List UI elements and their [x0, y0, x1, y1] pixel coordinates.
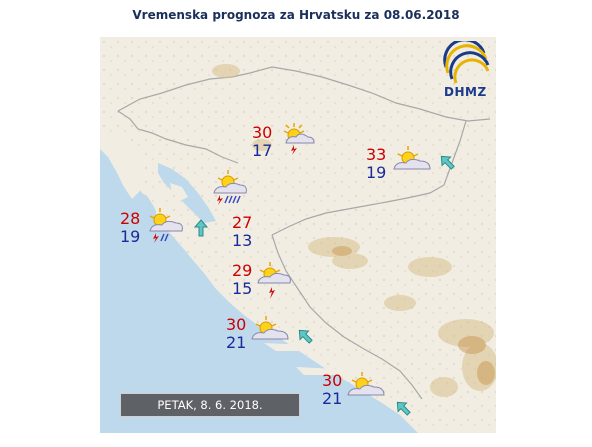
istria: [100, 133, 144, 199]
temp-max-dubrovnik: 30: [322, 371, 343, 390]
dhmz-logo: [443, 41, 490, 84]
adriatic-sea: [100, 133, 418, 433]
kvarner-bay: [158, 163, 216, 223]
temp-min-knin: 15: [232, 279, 253, 298]
temp-max-zagreb: 30: [252, 123, 273, 142]
temp-max-rijeka: 28: [120, 209, 141, 228]
border-line-north: [117, 66, 491, 122]
sun-cloud-thunder-icon: [283, 123, 315, 155]
wind-arrow-icon: [440, 155, 455, 170]
border-line-bih: [271, 234, 423, 400]
island-korcula: [296, 367, 340, 375]
sun-cloud-thunder-icon: [257, 262, 291, 299]
island-pag: [192, 227, 210, 251]
map-background: [100, 37, 496, 433]
sun-cloud-icon: [251, 316, 289, 340]
date-label: PETAK, 8. 6. 2018.: [120, 393, 300, 417]
island-hvar: [264, 343, 314, 351]
forecast-map: DHMZ 30 17 33 19 28 19 27 13: [100, 37, 496, 433]
wind-arrow-icon: [193, 219, 209, 237]
temp-min-split: 21: [226, 333, 247, 352]
temp-max-gospic: 27: [232, 213, 253, 232]
sun-cloud-icon: [347, 372, 385, 396]
temp-max-split: 30: [226, 315, 247, 334]
island-krk: [170, 183, 188, 201]
temp-min-gospic: 13: [232, 231, 253, 250]
logo-text: DHMZ: [444, 85, 487, 99]
temp-min-rijeka: 19: [120, 227, 141, 246]
wind-arrow-icon: [396, 401, 411, 416]
relief-shading-dark: [332, 246, 495, 385]
sun-cloud-icon: [393, 146, 431, 170]
sun-cloud-thunder-rain-icon: [149, 208, 183, 243]
peljesac: [330, 357, 376, 371]
border-line-west: [117, 110, 239, 164]
page-title: Vremenska prognoza za Hrvatsku za 08.06.…: [132, 8, 460, 22]
wind-arrow-icon: [298, 329, 313, 344]
temp-max-knin: 29: [232, 261, 253, 280]
temp-min-zagreb: 17: [252, 141, 273, 160]
temp-min-osijek: 19: [366, 163, 387, 182]
sun-cloud-thunder-rain-icon: [213, 170, 247, 205]
border-line-east: [271, 120, 467, 236]
temp-max-osijek: 33: [366, 145, 387, 164]
temp-min-dubrovnik: 21: [322, 389, 343, 408]
